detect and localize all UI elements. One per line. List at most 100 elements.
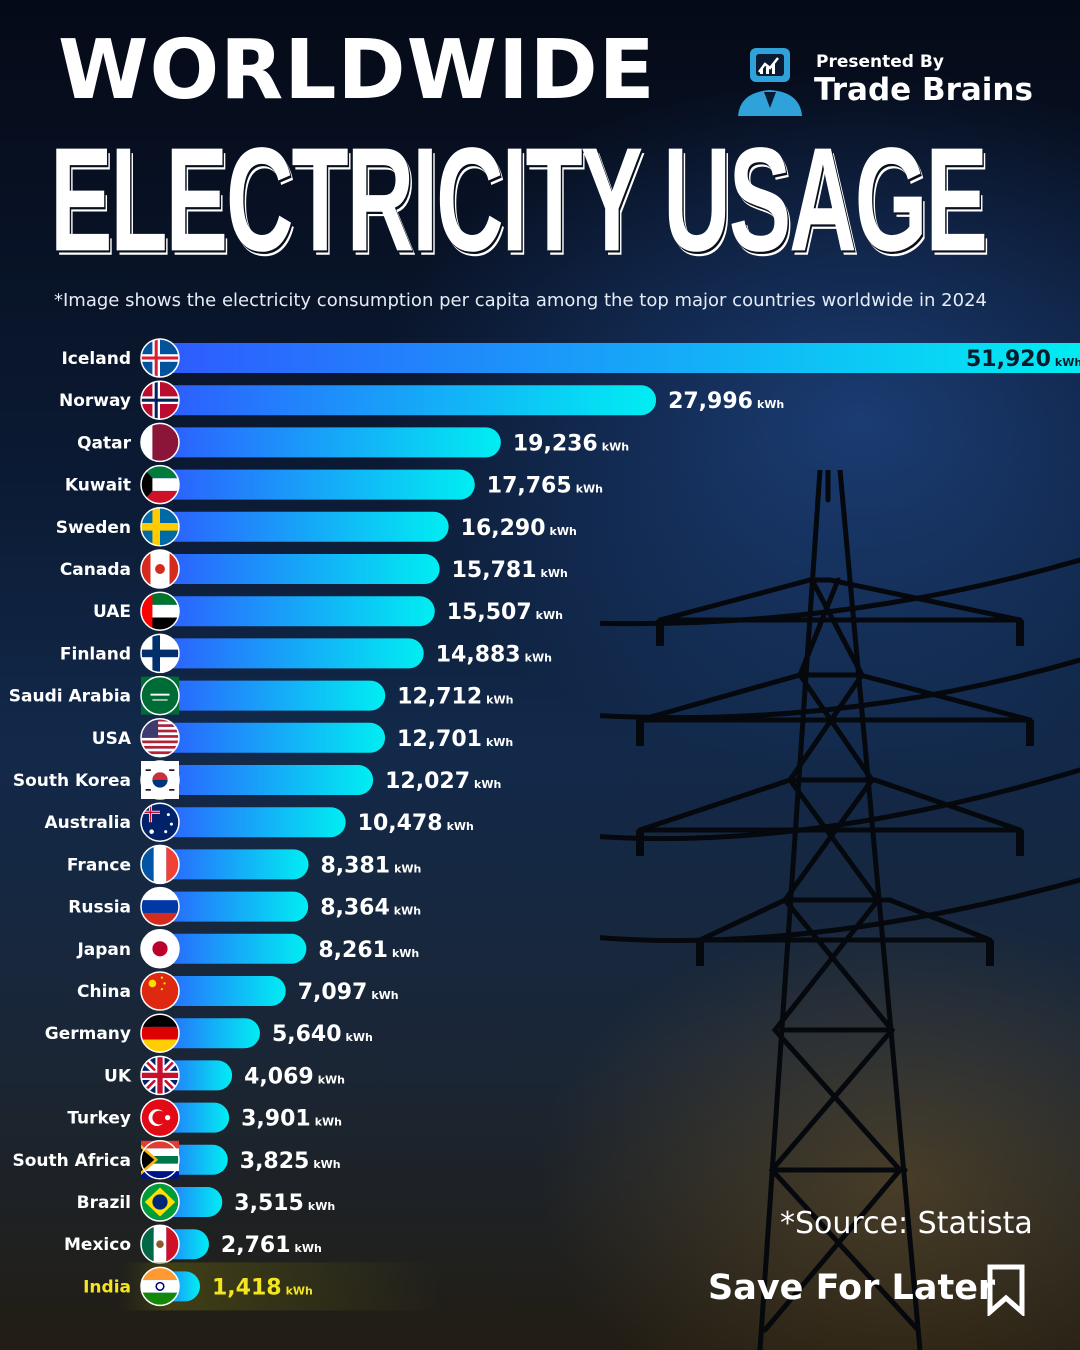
value-label: 8,364 kWh bbox=[320, 896, 421, 921]
bar-row: Brazil 3,515 kWh bbox=[77, 1182, 335, 1222]
australia-flag-icon bbox=[140, 802, 180, 842]
country-label: Norway bbox=[59, 391, 131, 411]
country-label: USA bbox=[92, 729, 132, 749]
bar-saudi-arabia bbox=[150, 680, 386, 711]
power-tower-icon bbox=[600, 470, 1080, 1350]
value-label: 14,883 kWh bbox=[436, 642, 552, 667]
value-label: 1,418 kWh bbox=[212, 1275, 313, 1300]
country-label: Mexico bbox=[64, 1235, 131, 1255]
country-label: Iceland bbox=[61, 349, 131, 369]
turkey-flag-icon bbox=[140, 1097, 180, 1138]
subtitle: *Image shows the electricity consumption… bbox=[54, 290, 987, 311]
value-label: 27,996 kWh bbox=[668, 389, 784, 414]
value-label: 17,765 kWh bbox=[487, 474, 603, 499]
bookmark-icon[interactable] bbox=[986, 1264, 1026, 1316]
value-label: 16,290 kWh bbox=[461, 516, 577, 541]
bar-norway bbox=[150, 385, 657, 416]
country-label: UAE bbox=[93, 602, 131, 622]
value-label: 12,712 kWh bbox=[397, 685, 513, 710]
bar-australia bbox=[150, 807, 346, 838]
uk-flag-icon bbox=[140, 1055, 180, 1096]
bar-iceland bbox=[150, 343, 1080, 373]
bar-usa bbox=[150, 722, 386, 753]
norway-flag-icon bbox=[140, 380, 180, 420]
bar-china bbox=[150, 976, 286, 1006]
bar-row: USA 12,701 kWh bbox=[92, 718, 513, 758]
value-label: 8,261 kWh bbox=[318, 938, 419, 963]
country-label: UK bbox=[104, 1066, 132, 1086]
value-label: 2,761 kWh bbox=[221, 1233, 322, 1258]
country-label: Canada bbox=[60, 560, 131, 580]
saudi-arabia-flag-icon bbox=[140, 675, 180, 716]
russia-flag-icon bbox=[140, 886, 180, 927]
bar-row: Qatar 19,236 kWh bbox=[77, 422, 629, 463]
value-label: 3,515 kWh bbox=[234, 1191, 335, 1216]
bar-row: Germany 5,640 kWh bbox=[45, 1013, 373, 1053]
source-note: *Source: Statista bbox=[780, 1206, 1033, 1241]
sweden-flag-icon bbox=[140, 507, 180, 547]
value-label: 8,381 kWh bbox=[321, 853, 422, 878]
country-label: Sweden bbox=[56, 518, 131, 538]
country-label: Germany bbox=[45, 1024, 131, 1044]
brand-name: Trade Brains bbox=[814, 72, 1033, 108]
title-worldwide: WORLDWIDE bbox=[58, 23, 656, 118]
country-label: China bbox=[77, 982, 131, 1002]
canada-flag-icon bbox=[140, 549, 180, 589]
south-africa-flag-icon bbox=[140, 1140, 180, 1180]
bar-row: Australia 10,478 kWh bbox=[45, 802, 474, 842]
bar-uae bbox=[150, 596, 435, 627]
country-label: Russia bbox=[68, 898, 131, 918]
bar-row: France 8,381 kWh bbox=[67, 844, 422, 885]
bar-row: South Africa 3,825 kWh bbox=[13, 1140, 341, 1180]
bar-row: UK 4,069 kWh bbox=[104, 1055, 345, 1096]
bar-france bbox=[150, 849, 309, 880]
japan-flag-icon bbox=[140, 929, 180, 969]
india-flag-icon bbox=[140, 1266, 180, 1307]
bar-sweden bbox=[150, 511, 449, 542]
value-label: 7,097 kWh bbox=[298, 980, 399, 1005]
bar-row: South Korea 12,027 kWh bbox=[13, 760, 501, 800]
china-flag-icon bbox=[140, 971, 180, 1011]
analyst-chart-icon bbox=[738, 48, 802, 116]
country-label: India bbox=[83, 1277, 131, 1297]
bar-row: Mexico 2,761 kWh bbox=[64, 1224, 322, 1264]
bar-kuwait bbox=[150, 469, 475, 500]
usa-flag-icon bbox=[140, 718, 180, 758]
bar-japan bbox=[150, 933, 307, 964]
bar-row: Norway 27,996 kWh bbox=[59, 380, 784, 420]
country-label: Saudi Arabia bbox=[9, 687, 131, 707]
brazil-flag-icon bbox=[140, 1182, 180, 1222]
iceland-flag-icon bbox=[140, 338, 180, 378]
mexico-flag-icon bbox=[140, 1224, 180, 1264]
bar-row: Saudi Arabia 12,712 kWh bbox=[9, 675, 513, 716]
value-label: 51,920 kWh bbox=[966, 347, 1080, 372]
bar-row: Iceland 51,920 kWh bbox=[61, 338, 1080, 378]
uae-flag-icon bbox=[140, 591, 180, 631]
bar-row: Finland 14,883 kWh bbox=[60, 633, 552, 674]
france-flag-icon bbox=[140, 844, 180, 885]
bar-russia bbox=[150, 891, 309, 922]
bar-south-korea bbox=[150, 765, 374, 795]
save-for-later-label: Save For Later bbox=[708, 1268, 996, 1308]
bar-row: China 7,097 kWh bbox=[77, 971, 399, 1011]
value-label: 5,640 kWh bbox=[272, 1022, 373, 1047]
bar-row: Turkey 3,901 kWh bbox=[67, 1097, 342, 1138]
brand-badge: Presented By Trade Brains bbox=[736, 44, 1036, 116]
bar-row: Kuwait 17,765 kWh bbox=[65, 464, 603, 505]
country-label: Brazil bbox=[77, 1193, 131, 1213]
presented-by-label: Presented By bbox=[816, 52, 944, 72]
value-label: 3,825 kWh bbox=[240, 1149, 341, 1174]
bar-qatar bbox=[150, 427, 501, 458]
bar-row: UAE 15,507 kWh bbox=[93, 591, 563, 631]
country-label: Qatar bbox=[77, 433, 132, 453]
qatar-flag-icon bbox=[140, 422, 180, 463]
value-label: 10,478 kWh bbox=[358, 811, 474, 836]
country-label: South Korea bbox=[13, 771, 131, 791]
country-label: Japan bbox=[76, 940, 131, 960]
bar-row: Sweden 16,290 kWh bbox=[56, 507, 577, 547]
kuwait-flag-icon bbox=[140, 464, 180, 505]
value-label: 3,901 kWh bbox=[241, 1107, 342, 1132]
bar-row: Japan 8,261 kWh bbox=[76, 929, 419, 969]
value-label: 15,507 kWh bbox=[447, 600, 563, 625]
country-label: Finland bbox=[60, 644, 131, 664]
